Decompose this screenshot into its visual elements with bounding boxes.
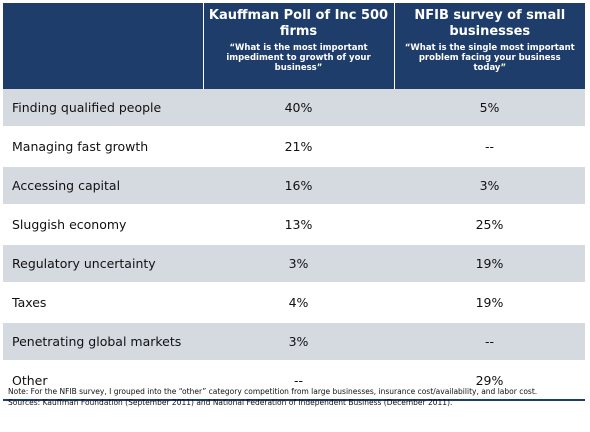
row-label: Other <box>3 361 203 401</box>
kauffman-value: 13% <box>203 205 394 245</box>
footnote-note: Note: For the NFIB survey, I grouped int… <box>8 387 538 396</box>
header-nfib-title: NFIB survey of small businesses <box>414 8 566 39</box>
header-nfib-question: “What is the single most important probl… <box>404 43 575 73</box>
table-row: Regulatory uncertainty 3% 19% <box>3 244 585 284</box>
nfib-value: 19% <box>394 283 585 323</box>
kauffman-value: 4% <box>203 283 394 323</box>
nfib-value: 29% <box>394 361 585 401</box>
table-row: Finding qualified people 40% 5% <box>3 89 585 128</box>
header-blank-cell <box>3 3 204 89</box>
nfib-value: 3% <box>394 166 585 206</box>
nfib-value: 5% <box>394 89 585 128</box>
header-nfib: NFIB survey of small businesses “What is… <box>394 3 585 89</box>
kauffman-value: 16% <box>203 166 394 206</box>
nfib-value: 19% <box>394 244 585 284</box>
row-label: Regulatory uncertainty <box>3 244 203 284</box>
table-header-row: Kauffman Poll of Inc 500 firms “What is … <box>3 3 585 89</box>
row-label: Sluggish economy <box>3 205 203 245</box>
table-row: Sluggish economy 13% 25% <box>3 205 585 245</box>
header-kauffman: Kauffman Poll of Inc 500 firms “What is … <box>203 3 395 89</box>
kauffman-value: 3% <box>203 322 394 362</box>
nfib-value: -- <box>394 127 585 167</box>
kauffman-value: 21% <box>203 127 394 167</box>
row-label: Accessing capital <box>3 166 203 206</box>
header-kauffman-title: Kauffman Poll of Inc 500 firms <box>208 8 389 39</box>
kauffman-value: -- <box>203 361 394 401</box>
footnotes: Note: For the NFIB survey, I grouped int… <box>8 386 583 408</box>
nfib-value: 25% <box>394 205 585 245</box>
row-label: Managing fast growth <box>3 127 203 167</box>
table-row: Accessing capital 16% 3% <box>3 166 585 206</box>
row-label: Penetrating global markets <box>3 322 203 362</box>
table-row: Taxes 4% 19% <box>3 283 585 323</box>
row-label: Finding qualified people <box>3 89 203 128</box>
survey-comparison-table: Kauffman Poll of Inc 500 firms “What is … <box>3 3 585 401</box>
table-row: Other -- 29% <box>3 361 585 401</box>
kauffman-value: 40% <box>203 89 394 128</box>
kauffman-value: 3% <box>203 244 394 284</box>
nfib-value: -- <box>394 322 585 362</box>
table-row: Penetrating global markets 3% -- <box>3 322 585 362</box>
footnote-sources: Sources: Kauffman Foundation (September … <box>8 398 453 407</box>
row-label: Taxes <box>3 283 203 323</box>
header-kauffman-question: “What is the most important impediment t… <box>226 43 371 73</box>
table-row: Managing fast growth 21% -- <box>3 127 585 167</box>
table-body: Finding qualified people 40% 5% Managing fa… <box>3 89 585 401</box>
